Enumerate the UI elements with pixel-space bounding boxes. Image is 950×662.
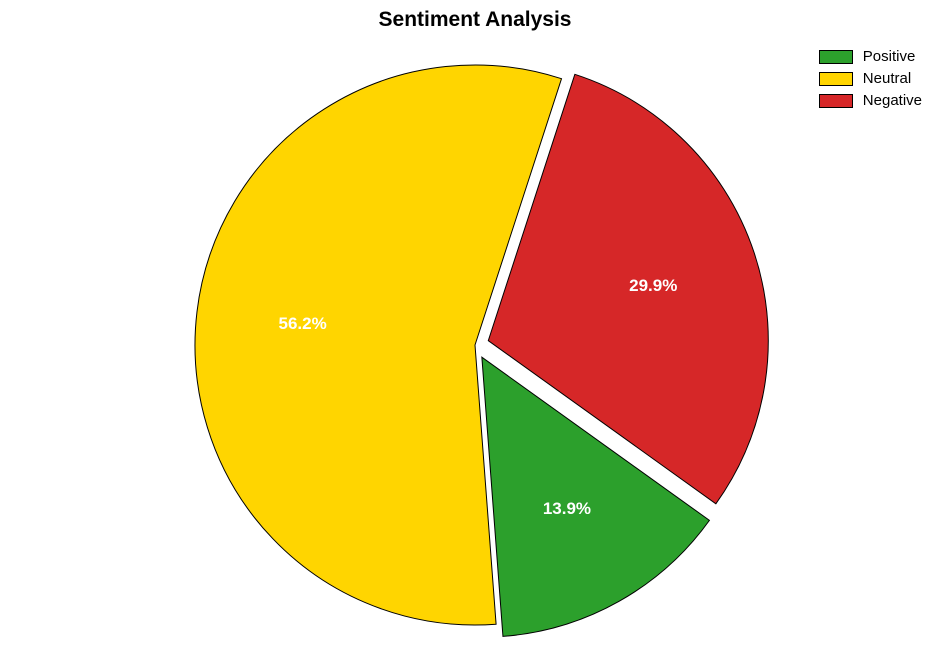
legend-swatch [819, 50, 853, 64]
legend-label: Negative [863, 92, 922, 109]
legend-item-neutral: Neutral [819, 70, 922, 87]
legend-label: Positive [863, 48, 916, 65]
pie-chart [0, 0, 950, 662]
legend-item-negative: Negative [819, 92, 922, 109]
legend-swatch [819, 72, 853, 86]
slice-label-negative: 29.9% [629, 276, 677, 296]
legend-item-positive: Positive [819, 48, 922, 65]
slice-label-positive: 13.9% [543, 499, 591, 519]
legend-label: Neutral [863, 70, 911, 87]
legend: Positive Neutral Negative [819, 48, 922, 109]
legend-swatch [819, 94, 853, 108]
slice-label-neutral: 56.2% [279, 314, 327, 334]
